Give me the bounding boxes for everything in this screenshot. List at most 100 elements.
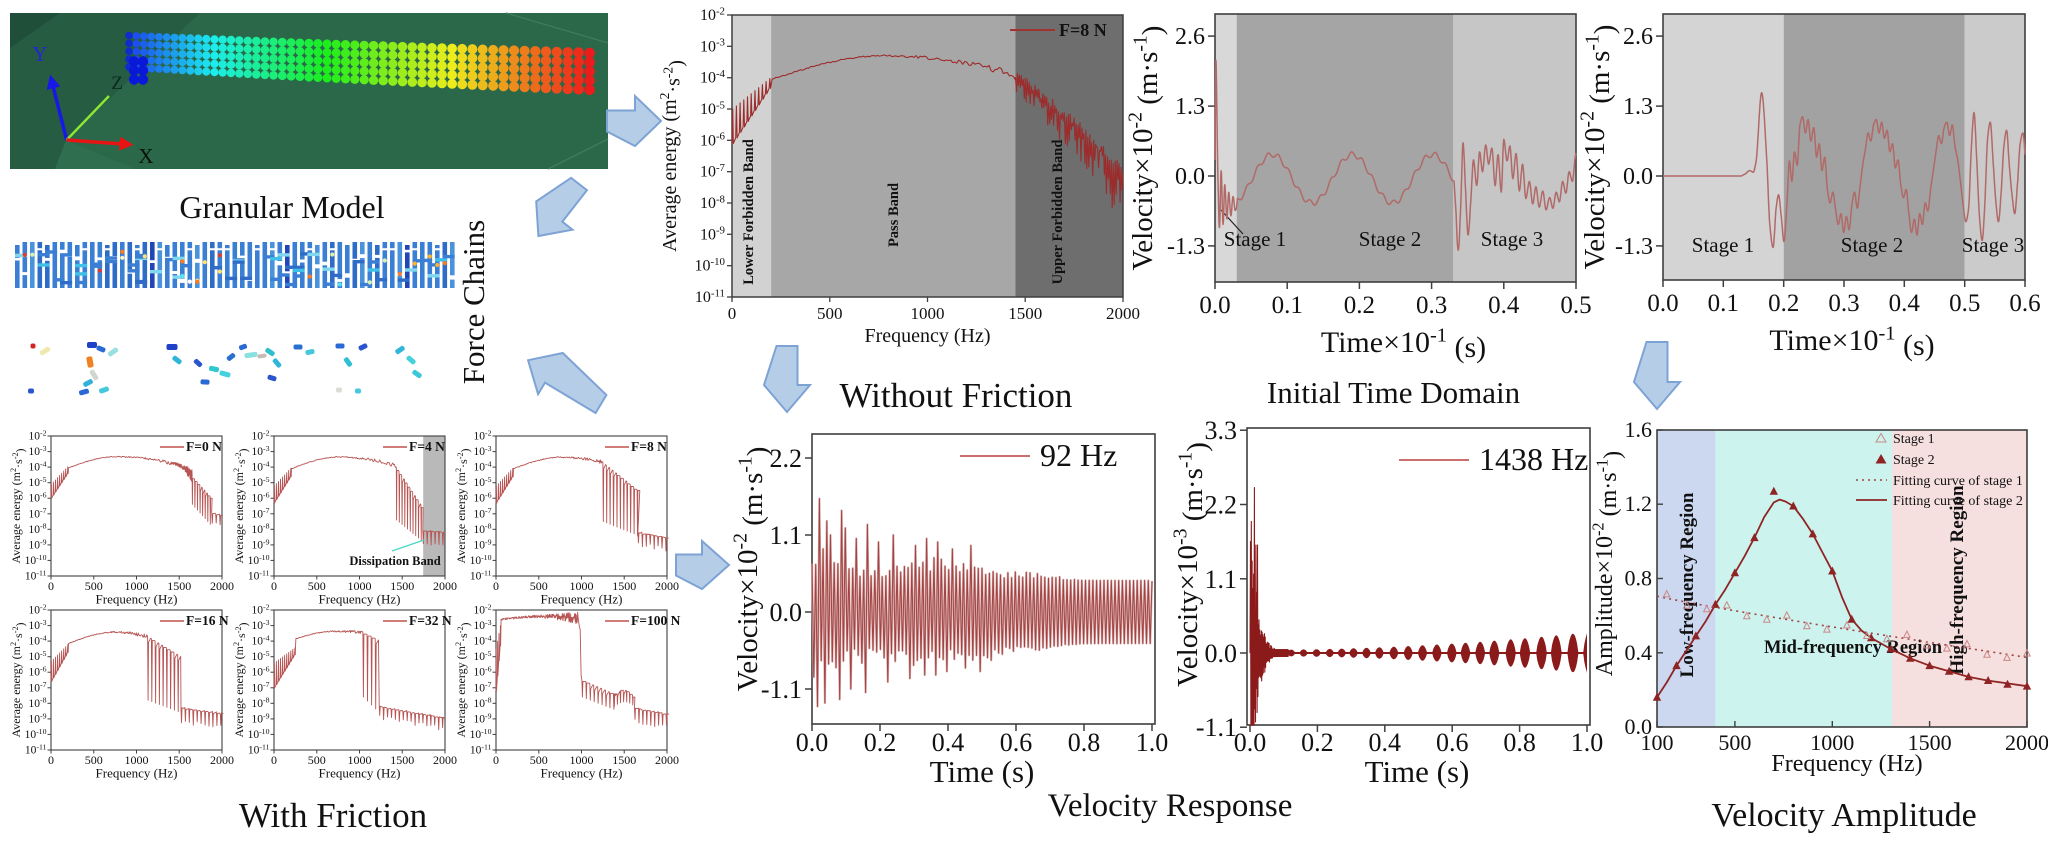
svg-text:0.0: 0.0 xyxy=(1199,292,1230,319)
svg-text:With Friction: With Friction xyxy=(239,796,427,835)
svg-text:2000: 2000 xyxy=(655,753,679,767)
svg-text:-1.3: -1.3 xyxy=(1167,234,1205,260)
svg-text:Time (s): Time (s) xyxy=(930,754,1035,789)
svg-text:500: 500 xyxy=(1718,730,1751,755)
svg-text:Average energy (m2·s-2): Average energy (m2·s-2) xyxy=(454,622,472,737)
svg-text:500: 500 xyxy=(85,753,103,767)
svg-text:0.8: 0.8 xyxy=(1068,728,1101,757)
svg-text:Stage 3: Stage 3 xyxy=(1962,233,2024,257)
svg-text:1000: 1000 xyxy=(348,579,372,593)
svg-text:0: 0 xyxy=(728,304,737,323)
svg-text:0.3: 0.3 xyxy=(1416,292,1447,319)
svg-text:Stage 2: Stage 2 xyxy=(1359,227,1421,251)
svg-text:Frequency (Hz): Frequency (Hz) xyxy=(319,592,401,607)
svg-text:Pass Band: Pass Band xyxy=(886,183,902,247)
svg-text:0.0: 0.0 xyxy=(796,728,829,757)
svg-text:Time (s): Time (s) xyxy=(1365,754,1470,789)
svg-text:100: 100 xyxy=(1641,730,1674,755)
svg-text:0: 0 xyxy=(493,579,499,593)
svg-text:High-frequency Region: High-frequency Region xyxy=(1947,485,1968,675)
svg-text:Time×10-1 (s): Time×10-1 (s) xyxy=(1769,322,1934,362)
svg-text:Stage 3: Stage 3 xyxy=(1481,227,1543,251)
svg-text:0.5: 0.5 xyxy=(1949,290,1980,317)
svg-text:Initial Time Domain: Initial Time Domain xyxy=(1267,375,1521,410)
svg-text:F=0 N: F=0 N xyxy=(186,439,222,454)
svg-text:X: X xyxy=(138,144,153,168)
svg-text:Stage 2: Stage 2 xyxy=(1841,233,1903,257)
svg-text:Stage 1: Stage 1 xyxy=(1692,233,1754,257)
svg-text:Velocity Response: Velocity Response xyxy=(1048,788,1293,824)
svg-text:Average energy (m2·s-2): Average energy (m2·s-2) xyxy=(657,60,688,252)
svg-text:0: 0 xyxy=(493,753,499,767)
svg-text:1000: 1000 xyxy=(911,304,945,323)
svg-text:1500: 1500 xyxy=(390,753,414,767)
svg-text:Frequency (Hz): Frequency (Hz) xyxy=(96,592,178,607)
svg-text:0.8: 0.8 xyxy=(1503,728,1536,757)
svg-text:2000: 2000 xyxy=(2005,730,2048,755)
svg-text:0.5: 0.5 xyxy=(1560,292,1591,319)
svg-text:1.0: 1.0 xyxy=(1571,728,1604,757)
svg-text:1500: 1500 xyxy=(1908,730,1952,755)
svg-text:1.6: 1.6 xyxy=(1625,417,1653,442)
svg-text:Average energy (m2·s-2): Average energy (m2·s-2) xyxy=(232,622,250,737)
svg-text:1.3: 1.3 xyxy=(1175,94,1205,120)
svg-text:Upper Forbidden Band: Upper Forbidden Band xyxy=(1050,140,1066,285)
svg-text:0.2: 0.2 xyxy=(1344,292,1375,319)
svg-text:0.4: 0.4 xyxy=(1488,292,1520,319)
svg-text:Granular Model: Granular Model xyxy=(179,189,384,225)
svg-text:Z: Z xyxy=(111,73,123,94)
svg-text:1000: 1000 xyxy=(570,753,594,767)
svg-text:Stage 1: Stage 1 xyxy=(1893,432,1935,447)
svg-text:F=16 N: F=16 N xyxy=(186,613,229,628)
svg-text:F=32 N: F=32 N xyxy=(409,613,452,628)
svg-text:0.2: 0.2 xyxy=(1301,728,1334,757)
svg-text:Fitting curve of stage 1: Fitting curve of stage 1 xyxy=(1893,474,2023,489)
svg-text:2000: 2000 xyxy=(1106,304,1140,323)
svg-text:3.3: 3.3 xyxy=(1205,416,1238,445)
svg-text:0.1: 0.1 xyxy=(1708,290,1739,317)
svg-text:Frequency (Hz): Frequency (Hz) xyxy=(96,766,178,781)
svg-text:1500: 1500 xyxy=(390,579,414,593)
svg-text:1438 Hz: 1438 Hz xyxy=(1479,441,1588,477)
svg-text:Frequency (Hz): Frequency (Hz) xyxy=(541,592,623,607)
svg-text:Frequency (Hz): Frequency (Hz) xyxy=(1771,751,1922,777)
svg-text:92 Hz: 92 Hz xyxy=(1040,437,1117,473)
svg-text:500: 500 xyxy=(308,579,326,593)
svg-text:1500: 1500 xyxy=(167,753,191,767)
svg-text:1000: 1000 xyxy=(125,579,149,593)
svg-text:2.6: 2.6 xyxy=(1175,24,1205,50)
svg-text:0.4: 0.4 xyxy=(1889,290,1921,317)
svg-text:Average energy (m2·s-2): Average energy (m2·s-2) xyxy=(232,448,250,563)
svg-text:0.6: 0.6 xyxy=(1436,728,1469,757)
svg-text:Velocity Amplitude: Velocity Amplitude xyxy=(1711,797,1976,834)
svg-text:500: 500 xyxy=(817,304,843,323)
svg-text:1000: 1000 xyxy=(125,753,149,767)
svg-text:500: 500 xyxy=(530,753,548,767)
svg-text:Low-frequency Region: Low-frequency Region xyxy=(1677,492,1698,677)
svg-text:1.2: 1.2 xyxy=(1625,491,1653,516)
svg-text:Frequency (Hz): Frequency (Hz) xyxy=(319,766,401,781)
svg-text:Average energy (m2·s-2): Average energy (m2·s-2) xyxy=(454,448,472,563)
svg-text:1.1: 1.1 xyxy=(1205,565,1238,594)
svg-text:F=100 N: F=100 N xyxy=(631,613,681,628)
svg-text:Frequency (Hz): Frequency (Hz) xyxy=(864,325,990,347)
svg-text:Without Friction: Without Friction xyxy=(840,376,1073,415)
svg-text:Mid-frequency Region: Mid-frequency Region xyxy=(1764,638,1943,658)
svg-text:1500: 1500 xyxy=(612,753,636,767)
svg-text:1000: 1000 xyxy=(570,579,594,593)
svg-text:0.2: 0.2 xyxy=(864,728,897,757)
svg-text:2.2: 2.2 xyxy=(770,444,803,473)
svg-text:0.4: 0.4 xyxy=(932,728,965,757)
svg-text:Dissipation Band: Dissipation Band xyxy=(349,554,440,568)
svg-text:0.0: 0.0 xyxy=(1647,290,1678,317)
svg-text:2000: 2000 xyxy=(433,753,457,767)
svg-text:Stage 1: Stage 1 xyxy=(1224,227,1286,251)
svg-text:0: 0 xyxy=(48,579,54,593)
svg-text:0: 0 xyxy=(271,753,277,767)
svg-text:0.8: 0.8 xyxy=(1625,566,1653,591)
svg-text:1500: 1500 xyxy=(612,579,636,593)
svg-text:-1.1: -1.1 xyxy=(1196,713,1237,742)
svg-text:0.3: 0.3 xyxy=(1828,290,1859,317)
svg-text:2000: 2000 xyxy=(210,579,234,593)
svg-text:0.2: 0.2 xyxy=(1768,290,1799,317)
